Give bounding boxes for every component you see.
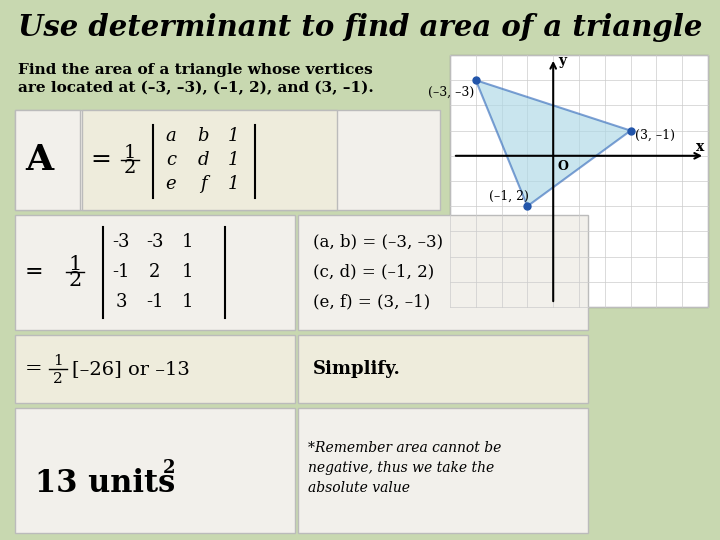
Text: =: = — [25, 261, 44, 283]
Text: (a, b) = (–3, –3): (a, b) = (–3, –3) — [313, 233, 443, 251]
Text: b: b — [197, 127, 209, 145]
FancyBboxPatch shape — [82, 110, 337, 210]
Text: negative, thus we take the: negative, thus we take the — [308, 461, 494, 475]
Text: are located at (–3, –3), (–1, 2), and (3, –1).: are located at (–3, –3), (–1, 2), and (3… — [18, 81, 374, 95]
FancyBboxPatch shape — [450, 55, 708, 307]
FancyBboxPatch shape — [15, 408, 295, 533]
Text: 1: 1 — [228, 151, 239, 169]
Text: 1: 1 — [181, 293, 193, 311]
Text: d: d — [197, 151, 209, 169]
Text: -1: -1 — [146, 293, 163, 311]
Text: 2: 2 — [149, 263, 161, 281]
Text: (e, f) = (3, –1): (e, f) = (3, –1) — [313, 294, 431, 310]
FancyBboxPatch shape — [15, 110, 80, 210]
Text: (–3, –3): (–3, –3) — [428, 86, 474, 99]
Text: -3: -3 — [112, 233, 130, 251]
FancyBboxPatch shape — [298, 215, 588, 330]
FancyBboxPatch shape — [15, 335, 295, 403]
Text: (c, d) = (–1, 2): (c, d) = (–1, 2) — [313, 264, 434, 280]
Text: 3: 3 — [115, 293, 127, 311]
FancyBboxPatch shape — [298, 408, 588, 533]
Text: -3: -3 — [146, 233, 163, 251]
Text: 1: 1 — [68, 255, 81, 274]
FancyBboxPatch shape — [15, 110, 440, 210]
Text: =: = — [90, 148, 111, 172]
Text: absolute value: absolute value — [308, 481, 410, 495]
Text: (–1, 2): (–1, 2) — [490, 190, 529, 202]
Text: Find the area of a triangle whose vertices: Find the area of a triangle whose vertic… — [18, 63, 373, 77]
Text: 1: 1 — [53, 354, 63, 368]
Polygon shape — [476, 80, 631, 206]
Text: x: x — [696, 140, 704, 154]
Text: -1: -1 — [112, 263, 130, 281]
Text: 13 units: 13 units — [35, 468, 175, 498]
Text: Use determinant to find area of a triangle: Use determinant to find area of a triang… — [18, 14, 702, 43]
Text: O: O — [557, 160, 568, 173]
Text: 1: 1 — [124, 144, 136, 162]
Text: y: y — [558, 54, 567, 68]
Text: (3, –1): (3, –1) — [634, 129, 675, 142]
Text: Simplify.: Simplify. — [313, 360, 401, 378]
Text: a: a — [166, 127, 176, 145]
Text: [–26] or –13: [–26] or –13 — [72, 360, 190, 378]
Text: 2: 2 — [53, 372, 63, 386]
Text: 1: 1 — [228, 127, 239, 145]
Text: 2: 2 — [163, 459, 176, 477]
Text: e: e — [166, 175, 176, 193]
Text: 1: 1 — [181, 263, 193, 281]
Text: 2: 2 — [124, 159, 136, 177]
Text: 2: 2 — [68, 271, 81, 289]
Text: 1: 1 — [181, 233, 193, 251]
Text: f: f — [199, 175, 207, 193]
Text: c: c — [166, 151, 176, 169]
FancyBboxPatch shape — [298, 335, 588, 403]
Text: A: A — [25, 143, 53, 177]
Text: *Remember area cannot be: *Remember area cannot be — [308, 441, 501, 455]
Text: =: = — [25, 360, 42, 379]
Text: 1: 1 — [228, 175, 239, 193]
FancyBboxPatch shape — [15, 215, 295, 330]
